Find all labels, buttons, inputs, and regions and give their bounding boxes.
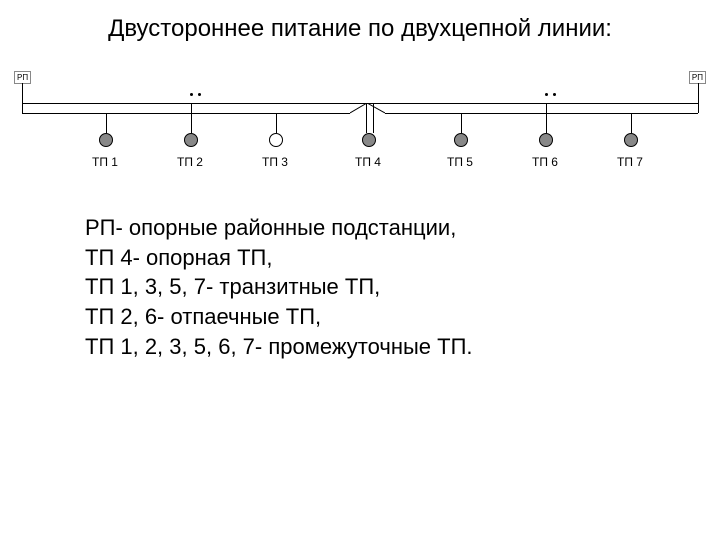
rp-left-drop <box>22 83 23 113</box>
network-diagram: РП РП ТП 1 ТП 2 ТП 3 ТП 4 ТП 5 ТП 6 ТП 7 <box>10 63 710 183</box>
drop-tp7 <box>631 113 632 133</box>
legend-line: ТП 4- опорная ТП, <box>85 243 720 273</box>
node-tp1 <box>99 133 113 147</box>
node-tp2 <box>184 133 198 147</box>
label-tp5: ТП 5 <box>447 155 473 169</box>
label-tp3: ТП 3 <box>262 155 288 169</box>
label-tp7: ТП 7 <box>617 155 643 169</box>
legend-line: РП- опорные районные подстанции, <box>85 213 720 243</box>
legend-line: ТП 2, 6- отпаечные ТП, <box>85 302 720 332</box>
tap-dot <box>190 93 193 96</box>
drop-tp4-r <box>373 103 374 133</box>
tap-dot <box>198 93 201 96</box>
legend-line: ТП 1, 2, 3, 5, 6, 7- промежуточные ТП. <box>85 332 720 362</box>
tap-dot <box>545 93 548 96</box>
label-tp2: ТП 2 <box>177 155 203 169</box>
drop-tp5 <box>461 113 462 133</box>
drop-tp2 <box>191 103 192 133</box>
drop-tp1 <box>106 113 107 133</box>
node-tp6 <box>539 133 553 147</box>
line-break-v <box>350 103 385 123</box>
legend-line: ТП 1, 3, 5, 7- транзитные ТП, <box>85 272 720 302</box>
node-tp7 <box>624 133 638 147</box>
legend: РП- опорные районные подстанции, ТП 4- о… <box>85 213 720 361</box>
trunk-bottom-left <box>22 113 350 114</box>
label-tp6: ТП 6 <box>532 155 558 169</box>
label-tp1: ТП 1 <box>92 155 118 169</box>
drop-tp6 <box>546 103 547 133</box>
drop-tp4-l <box>366 103 367 133</box>
tap-dot <box>553 93 556 96</box>
trunk-bottom-right <box>385 113 698 114</box>
page-title: Двустороннее питание по двухцепной линии… <box>0 0 720 53</box>
node-tp3 <box>269 133 283 147</box>
node-tp4 <box>362 133 376 147</box>
rp-right-drop <box>698 83 699 113</box>
drop-tp3 <box>276 113 277 133</box>
label-tp4: ТП 4 <box>355 155 381 169</box>
node-tp5 <box>454 133 468 147</box>
